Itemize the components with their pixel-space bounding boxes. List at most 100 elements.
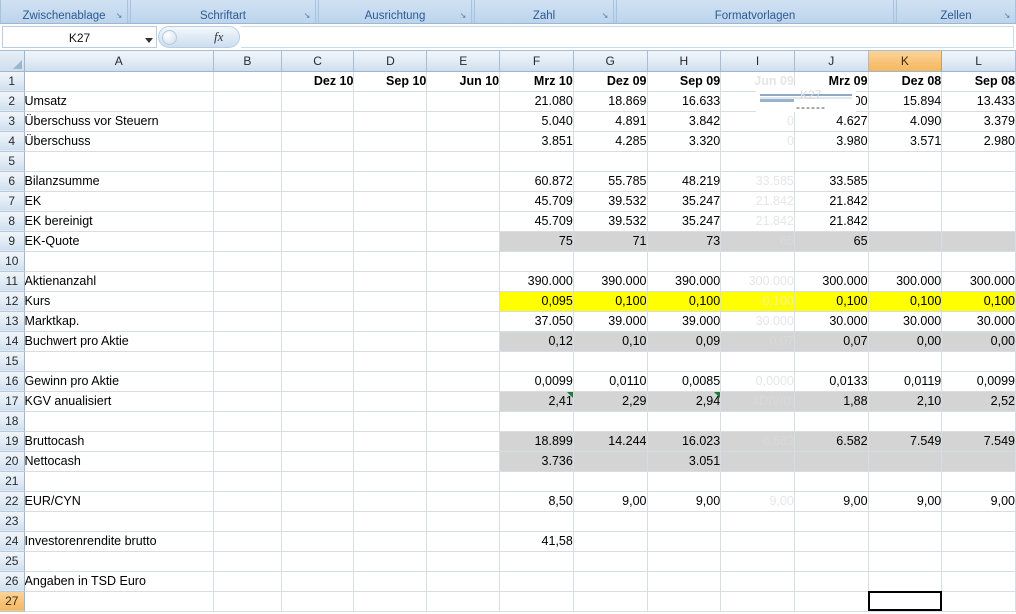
column-header-j[interactable]: J <box>794 51 869 72</box>
cell-h25[interactable] <box>647 551 722 572</box>
cell-i10[interactable] <box>720 251 795 272</box>
cell-e19[interactable] <box>426 431 501 452</box>
cell-b21[interactable] <box>213 471 282 492</box>
cell-l27[interactable] <box>941 591 1016 612</box>
cell-l17[interactable]: 2,52 <box>941 391 1016 412</box>
cell-e7[interactable] <box>426 191 501 212</box>
name-box[interactable]: K27 <box>2 26 157 48</box>
dialog-launcher-icon[interactable]: ↘ <box>1003 11 1011 20</box>
row-header-17[interactable]: 17 <box>0 391 25 412</box>
cell-c4[interactable] <box>281 131 355 152</box>
cell-c17[interactable] <box>281 391 355 412</box>
cell-c11[interactable] <box>281 271 355 292</box>
cell-l13[interactable]: 30.000 <box>941 311 1016 332</box>
row-header-2[interactable]: 2 <box>0 91 25 112</box>
cell-h4[interactable]: 3.320 <box>647 131 722 152</box>
cell-g22[interactable]: 9,00 <box>573 491 648 512</box>
cell-f4[interactable]: 3.851 <box>499 131 574 152</box>
cell-b17[interactable] <box>213 391 282 412</box>
cell-e12[interactable] <box>426 291 501 312</box>
cell-b16[interactable] <box>213 371 282 392</box>
row-header-10[interactable]: 10 <box>0 251 25 272</box>
cell-j5[interactable] <box>794 151 869 172</box>
cell-j3[interactable]: 4.627 <box>794 111 869 132</box>
cell-i16[interactable]: 0,0000 <box>720 371 795 392</box>
row-header-20[interactable]: 20 <box>0 451 25 472</box>
cell-d6[interactable] <box>353 171 428 192</box>
cell-d1[interactable]: Sep 10 <box>353 71 428 92</box>
cell-a17[interactable]: KGV anualisiert <box>24 391 215 412</box>
cell-j22[interactable]: 9,00 <box>794 491 869 512</box>
cell-d13[interactable] <box>353 311 428 332</box>
cell-e4[interactable] <box>426 131 501 152</box>
cell-i15[interactable] <box>720 351 795 372</box>
cell-j14[interactable]: 0,07 <box>794 331 869 352</box>
cell-e26[interactable] <box>426 571 501 592</box>
cell-g19[interactable]: 14.244 <box>573 431 648 452</box>
cell-k9[interactable] <box>868 231 943 252</box>
cell-l19[interactable]: 7.549 <box>941 431 1016 452</box>
cell-f7[interactable]: 45.709 <box>499 191 574 212</box>
cell-l21[interactable] <box>941 471 1016 492</box>
column-header-b[interactable]: B <box>213 51 282 72</box>
cell-g2[interactable]: 18.869 <box>573 91 648 112</box>
cell-j4[interactable]: 3.980 <box>794 131 869 152</box>
cell-k17[interactable]: 2,10 <box>868 391 943 412</box>
cell-k15[interactable] <box>868 351 943 372</box>
cell-c6[interactable] <box>281 171 355 192</box>
cell-a3[interactable]: Überschuss vor Steuern <box>24 111 215 132</box>
cell-i9[interactable]: 65 <box>720 231 795 252</box>
cell-f5[interactable] <box>499 151 574 172</box>
cell-j2[interactable]: 20.000 <box>794 91 869 112</box>
cell-i23[interactable] <box>720 511 795 532</box>
row-header-9[interactable]: 9 <box>0 231 25 252</box>
cell-l14[interactable]: 0,00 <box>941 331 1016 352</box>
cell-g13[interactable]: 39.000 <box>573 311 648 332</box>
cell-e27[interactable] <box>426 591 501 612</box>
cell-i18[interactable] <box>720 411 795 432</box>
cell-d23[interactable] <box>353 511 428 532</box>
cell-e8[interactable] <box>426 211 501 232</box>
row-header-12[interactable]: 12 <box>0 291 25 312</box>
cell-a19[interactable]: Bruttocash <box>24 431 215 452</box>
cell-i24[interactable] <box>720 531 795 552</box>
cell-e23[interactable] <box>426 511 501 532</box>
cell-k10[interactable] <box>868 251 943 272</box>
cell-l9[interactable] <box>941 231 1016 252</box>
cell-g25[interactable] <box>573 551 648 572</box>
cell-a23[interactable] <box>24 511 215 532</box>
cell-h19[interactable]: 16.023 <box>647 431 722 452</box>
fx-icon[interactable]: fx <box>214 29 224 44</box>
cell-h17[interactable]: 2,94 <box>647 391 722 412</box>
cell-c13[interactable] <box>281 311 355 332</box>
cell-h27[interactable] <box>647 591 722 612</box>
cell-i1[interactable]: Jun 09 <box>720 71 795 92</box>
formula-input[interactable] <box>241 26 1014 48</box>
cell-i14[interactable]: 0,07 <box>720 331 795 352</box>
cell-d15[interactable] <box>353 351 428 372</box>
cell-h22[interactable]: 9,00 <box>647 491 722 512</box>
cell-d22[interactable] <box>353 491 428 512</box>
cell-a1[interactable] <box>24 71 215 92</box>
cell-k16[interactable]: 0,0119 <box>868 371 943 392</box>
cell-j26[interactable] <box>794 571 869 592</box>
cell-h12[interactable]: 0,100 <box>647 291 722 312</box>
cell-k27[interactable] <box>868 591 943 612</box>
cell-a15[interactable] <box>24 351 215 372</box>
cell-i7[interactable]: 21.842 <box>720 191 795 212</box>
cell-b1[interactable] <box>213 71 282 92</box>
cell-h26[interactable] <box>647 571 722 592</box>
cell-f24[interactable]: 41,58 <box>499 531 574 552</box>
cell-e17[interactable] <box>426 391 501 412</box>
row-header-11[interactable]: 11 <box>0 271 25 292</box>
cell-a26[interactable]: Angaben in TSD Euro <box>24 571 215 592</box>
cell-b10[interactable] <box>213 251 282 272</box>
formula-bar-toggle-icon[interactable] <box>162 30 177 45</box>
cell-f20[interactable]: 3.736 <box>499 451 574 472</box>
cell-l15[interactable] <box>941 351 1016 372</box>
cell-b14[interactable] <box>213 331 282 352</box>
cell-e11[interactable] <box>426 271 501 292</box>
cell-i6[interactable]: 33.585 <box>720 171 795 192</box>
cell-b20[interactable] <box>213 451 282 472</box>
cell-j7[interactable]: 21.842 <box>794 191 869 212</box>
